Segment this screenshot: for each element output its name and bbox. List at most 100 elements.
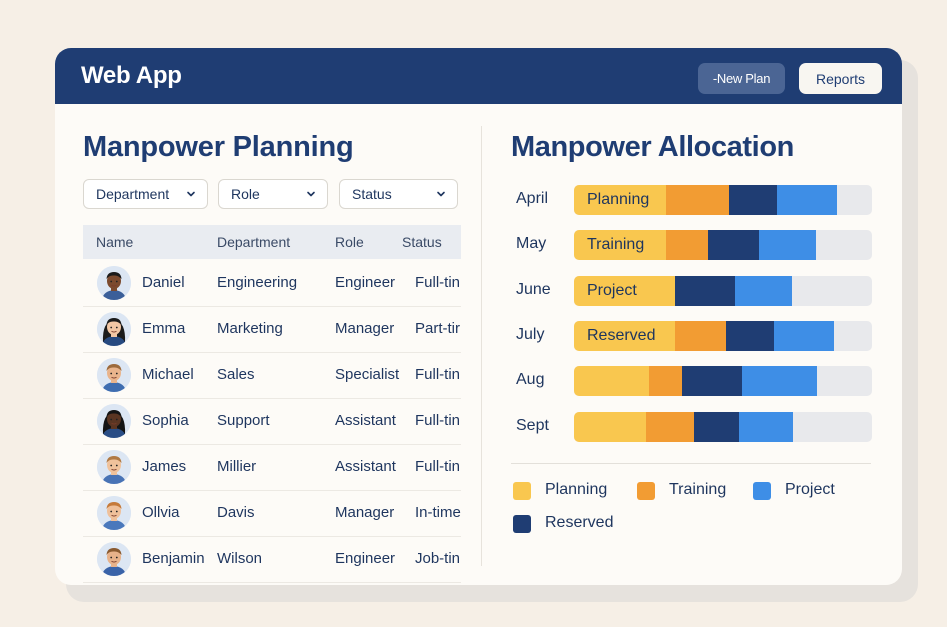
- cell-name: Benjamin: [142, 550, 205, 567]
- reports-button[interactable]: Reports: [799, 63, 882, 94]
- table-row[interactable]: Emma Marketing Manager Part-tir: [83, 307, 461, 353]
- cell-status: Part-tir: [415, 320, 460, 337]
- cell-role: Engineer: [335, 550, 396, 567]
- legend-swatch-reserved: [513, 515, 531, 533]
- column-header-department[interactable]: Department: [217, 234, 291, 250]
- bar-segment-project: [759, 230, 816, 261]
- app-window: Web App -New Plan Reports Manpower Plann…: [55, 48, 902, 585]
- cell-name: Emma: [142, 320, 186, 337]
- bar-segment-reserved: [729, 185, 777, 215]
- cell-department: Engineering: [217, 274, 298, 291]
- bar-segment-project: [735, 275, 792, 306]
- title-bar: Web App -New Plan Reports: [55, 48, 902, 104]
- bar-segment-reserved: [708, 230, 759, 261]
- avatar: [97, 404, 131, 438]
- cell-name: Sophia: [142, 412, 189, 429]
- table-row[interactable]: Benjamin Wilson Engineer Job-tin: [83, 537, 461, 583]
- status-filter-label: Status: [352, 186, 392, 202]
- allocation-title: Manpower Allocation: [511, 131, 794, 163]
- bar-segment-planning: [574, 230, 666, 261]
- cell-status: In-time: [415, 504, 461, 521]
- cell-status: Full-tin: [415, 458, 461, 475]
- month-label: May: [516, 235, 547, 253]
- department-filter[interactable]: Department: [83, 179, 208, 209]
- avatar: [97, 450, 131, 484]
- planning-title: Manpower Planning: [83, 131, 354, 163]
- bar-segment-planning: [574, 185, 666, 215]
- cell-role: Assistant: [335, 412, 396, 429]
- avatar: [97, 312, 131, 346]
- bar-label: Project: [587, 281, 637, 299]
- month-label: April: [516, 190, 549, 207]
- allocation-bar[interactable]: Project: [574, 275, 872, 306]
- table-row[interactable]: Daniel Engineering Engineer Full-tin: [83, 261, 461, 307]
- staff-table: Name Department Role Status Daniel Engine…: [83, 225, 461, 585]
- avatar: [97, 266, 131, 300]
- bar-segment-project: [777, 185, 837, 215]
- table-row[interactable]: Ollvia Davis Manager In-time: [83, 491, 461, 537]
- avatar: [97, 358, 131, 392]
- legend-label-project: Project: [785, 481, 835, 498]
- cell-role: Specialist: [335, 366, 400, 383]
- allocation-bar[interactable]: [574, 411, 872, 442]
- bar-segment-project: [742, 366, 817, 397]
- cell-department: Millier: [217, 458, 257, 475]
- cell-name: Daniel: [142, 274, 185, 291]
- bar-segment-reserved: [675, 275, 735, 306]
- bar-segment-planning: [574, 366, 649, 397]
- bar-segment-planning: [574, 411, 646, 442]
- legend-swatch-project: [753, 482, 771, 500]
- panel-divider: [481, 126, 482, 566]
- bar-segment-reserved: [682, 366, 742, 397]
- cell-status: Full-tin: [415, 412, 461, 429]
- app-title: Web App: [81, 62, 182, 89]
- cell-status: Full-tin: [415, 366, 461, 383]
- month-label: Sept: [516, 416, 549, 434]
- new-plan-button[interactable]: -New Plan: [698, 63, 785, 94]
- table-header: Name Department Role Status: [83, 225, 461, 259]
- allocation-bar[interactable]: Training: [574, 230, 872, 261]
- legend-swatch-training: [637, 482, 655, 500]
- role-filter[interactable]: Role: [218, 179, 328, 209]
- bar-segment-planning: [574, 275, 675, 306]
- table-row[interactable]: Sophia Support Assistant Full-tin: [83, 399, 461, 445]
- column-header-status[interactable]: Status: [402, 234, 442, 250]
- allocation-bar[interactable]: Reserved: [574, 320, 872, 351]
- cell-department: Support: [217, 412, 270, 429]
- allocation-bar[interactable]: [574, 366, 872, 397]
- cell-department: Davis: [217, 504, 255, 521]
- legend-label-planning: Planning: [545, 481, 608, 498]
- legend-label-reserved: Reserved: [545, 514, 614, 531]
- cell-department: Marketing: [217, 320, 283, 337]
- table-row[interactable]: James Millier Assistant Full-tin: [83, 445, 461, 491]
- bar-segment-reserved: [726, 320, 774, 351]
- allocation-bar[interactable]: Planning: [574, 185, 872, 215]
- bar-segment-training: [675, 320, 726, 351]
- bar-segment-reserved: [694, 411, 739, 442]
- month-label: June: [516, 280, 551, 298]
- bar-segment-training: [649, 366, 682, 397]
- cell-role: Assistant: [335, 458, 396, 475]
- chevron-down-icon: [307, 191, 315, 197]
- cell-role: Engineer: [335, 274, 396, 291]
- bar-label: Planning: [587, 191, 650, 208]
- cell-role: Manager: [335, 504, 395, 521]
- legend-label-training: Training: [669, 481, 727, 498]
- cell-department: Wilson: [217, 550, 263, 567]
- cell-department: Sales: [217, 366, 255, 383]
- bar-label: Training: [587, 236, 645, 254]
- bar-segment-training: [666, 185, 729, 215]
- chevron-down-icon: [187, 191, 195, 197]
- department-filter-label: Department: [96, 186, 170, 202]
- bar-label: Reserved: [587, 326, 656, 344]
- column-header-role[interactable]: Role: [335, 234, 364, 250]
- role-filter-label: Role: [231, 186, 260, 202]
- bar-segment-planning: [574, 320, 675, 351]
- chevron-down-icon: [437, 191, 445, 197]
- month-label: July: [516, 325, 545, 343]
- bar-segment-training: [646, 411, 694, 442]
- cell-name: Ollvia: [142, 504, 180, 521]
- table-row[interactable]: Michael Sales Specialist Full-tin: [83, 353, 461, 399]
- status-filter[interactable]: Status: [339, 179, 458, 209]
- column-header-name[interactable]: Name: [96, 234, 134, 250]
